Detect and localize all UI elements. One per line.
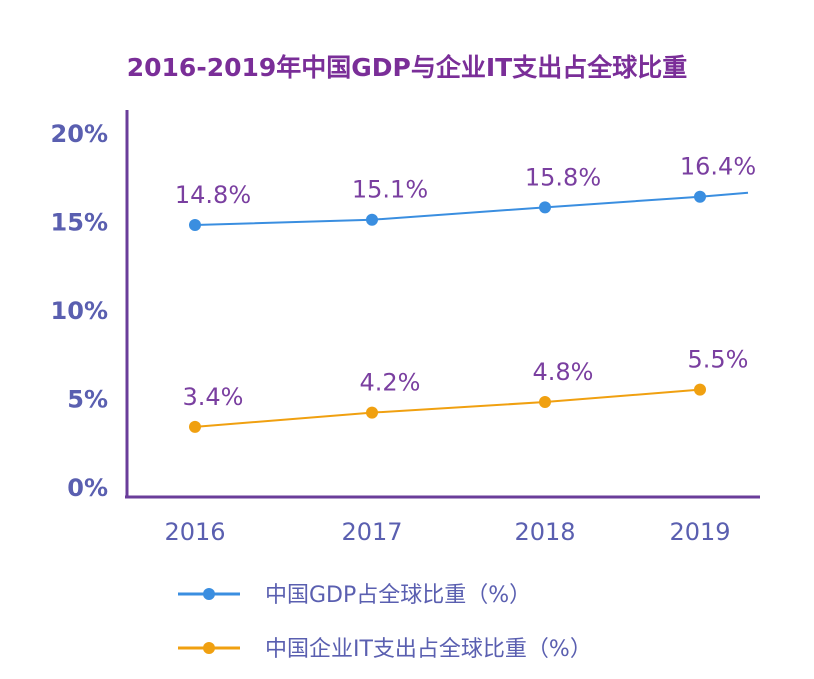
series-line xyxy=(194,191,749,227)
y-tick-label: 15% xyxy=(51,209,108,237)
y-tick-label: 5% xyxy=(67,386,108,414)
chart-title: 2016-2019年中国GDP与企业IT支出占全球比重 xyxy=(127,53,688,82)
data-label: 15.1% xyxy=(352,176,428,204)
series-line xyxy=(194,388,701,428)
data-label: 5.5% xyxy=(688,346,749,374)
legend-label: 中国GDP占全球比重（%） xyxy=(265,583,531,608)
data-point xyxy=(366,213,378,226)
data-point xyxy=(189,420,201,433)
y-tick-label: 0% xyxy=(67,474,108,502)
x-tick-label: 2016 xyxy=(164,518,225,546)
data-label: 4.8% xyxy=(533,358,594,386)
x-tick-label: 2017 xyxy=(341,518,402,546)
data-point xyxy=(539,396,551,409)
legend-marker xyxy=(203,588,215,600)
y-tick-label: 20% xyxy=(51,120,108,148)
x-tick-label: 2019 xyxy=(669,518,730,546)
x-tick-label: 2018 xyxy=(514,518,575,546)
data-label: 3.4% xyxy=(183,383,244,411)
data-label: 15.8% xyxy=(525,163,601,191)
data-label: 14.8% xyxy=(175,181,251,209)
data-point xyxy=(539,201,551,214)
data-point xyxy=(694,190,706,203)
data-label: 16.4% xyxy=(680,153,756,181)
data-point xyxy=(366,406,378,419)
data-point xyxy=(694,383,706,396)
y-tick-label: 10% xyxy=(51,297,108,325)
data-label: 4.2% xyxy=(360,369,421,397)
data-point xyxy=(189,219,201,232)
legend-marker xyxy=(203,642,215,654)
legend-label: 中国企业IT支出占全球比重（%） xyxy=(265,637,592,662)
